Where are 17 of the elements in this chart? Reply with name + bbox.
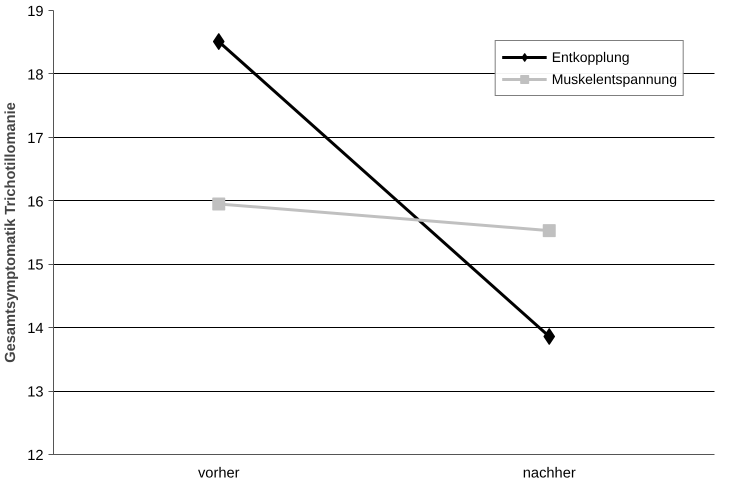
y-axis-title: Gesamtsymptomatik Trichotillomanie: [3, 102, 20, 363]
legend-label: Muskelentspannung: [552, 71, 677, 87]
point: [212, 33, 225, 50]
x-tick-label: vorher: [198, 466, 240, 482]
legend-label: Entkopplung: [552, 49, 630, 65]
point: [543, 328, 556, 346]
y-tick-label: 17: [27, 130, 44, 147]
y-tick-label: 19: [27, 4, 44, 20]
x-tick-label: nachher: [522, 466, 576, 482]
point: [212, 197, 226, 210]
y-tick-label: 12: [27, 448, 44, 464]
y-tick-label: 18: [27, 67, 44, 84]
y-tick-label: 13: [27, 384, 44, 401]
y-tick-label: 14: [27, 321, 44, 338]
y-tick-label: 16: [27, 194, 44, 210]
y-tick-label: 15: [27, 258, 44, 274]
point: [542, 224, 556, 238]
